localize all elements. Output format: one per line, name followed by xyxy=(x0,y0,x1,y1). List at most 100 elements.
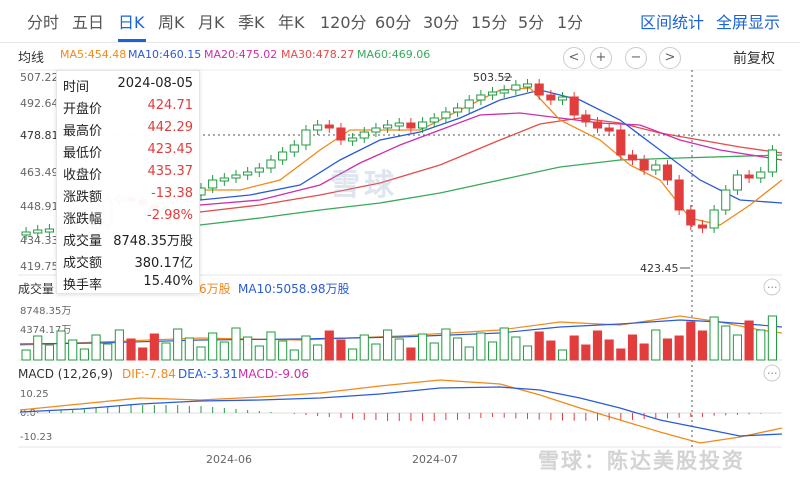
volume-bar xyxy=(208,332,218,361)
volume-bar xyxy=(546,340,556,361)
volume-bar xyxy=(68,339,78,361)
author-brand-watermark: 雪球：陈达美股投资 xyxy=(538,449,745,473)
candle-body xyxy=(756,171,766,179)
volume-bar xyxy=(231,327,241,361)
tab-5min[interactable]: 5分 xyxy=(518,13,545,32)
tooltip-row-change-pct: 涨跌幅 -2.98% xyxy=(63,208,193,227)
volume-bar xyxy=(266,331,276,361)
adjust-mode-select[interactable]: 前复权 xyxy=(733,51,775,67)
volume-bar xyxy=(464,346,474,361)
candle-body xyxy=(511,84,521,91)
candle-body xyxy=(604,127,614,132)
candle-body xyxy=(383,124,393,129)
candle-body xyxy=(744,174,754,179)
volume-bar xyxy=(744,320,754,361)
candle-body xyxy=(231,174,241,179)
volume-axis-max: 8748.35万 xyxy=(20,306,71,317)
zoom-in-button[interactable]: + xyxy=(590,47,612,69)
candle-body xyxy=(581,114,591,123)
candle-body xyxy=(324,124,334,129)
tab-monthly-k[interactable]: 月K xyxy=(198,13,225,32)
candle-body xyxy=(441,111,451,119)
ma10-line xyxy=(199,89,783,204)
volume-bar xyxy=(289,349,299,361)
tab-1min[interactable]: 1分 xyxy=(557,13,584,32)
volume-bar xyxy=(359,334,369,361)
candle-body xyxy=(21,231,31,236)
candle-body xyxy=(254,167,264,173)
volume-bar xyxy=(592,330,603,361)
volume-bar xyxy=(33,335,43,361)
zoom-out-button[interactable]: − xyxy=(625,47,647,69)
candle-body xyxy=(406,122,416,129)
ma20-value: MA20:475.02 xyxy=(204,48,278,61)
tab-15min[interactable]: 15分 xyxy=(471,13,508,32)
volume-bar xyxy=(56,330,66,361)
candle-body xyxy=(278,151,288,161)
volume-bar xyxy=(557,349,568,361)
ma5-value: MA5:454.48 xyxy=(60,48,127,61)
scroll-right-button[interactable]: > xyxy=(659,47,681,69)
macd-histogram xyxy=(37,405,773,421)
volume-bar xyxy=(674,335,684,361)
candle-body xyxy=(243,171,253,176)
candle-body xyxy=(348,137,358,142)
volume-bar xyxy=(604,339,614,361)
tab-120min[interactable]: 120分 xyxy=(320,13,367,32)
candle-body xyxy=(44,228,54,233)
volume-bar xyxy=(324,330,334,361)
candle-body xyxy=(33,229,43,234)
volume-bars xyxy=(21,315,778,361)
volume-label: 成交量 xyxy=(18,281,54,296)
candle-body xyxy=(452,107,463,113)
volume-bar xyxy=(103,343,113,361)
volume-bar xyxy=(383,329,393,361)
candle-body xyxy=(336,127,346,141)
volume-bar xyxy=(336,339,346,361)
tab-fenshi[interactable]: 分时 xyxy=(27,13,60,32)
macd-axis-min: -10.23 xyxy=(20,432,52,443)
macd-axis-max: 10.25 xyxy=(20,389,49,400)
candle-body xyxy=(569,96,579,116)
candle-body xyxy=(686,209,696,226)
ma30-line xyxy=(199,117,783,213)
candle-body xyxy=(709,209,719,229)
price-axis-448: 448.91 xyxy=(20,200,59,213)
tab-5day[interactable]: 五日 xyxy=(72,13,105,32)
ma20-line xyxy=(199,112,783,206)
candle-body xyxy=(359,131,369,139)
macd-dea: DEA:-3.31 xyxy=(178,367,238,381)
tab-yearly-k[interactable]: 年K xyxy=(278,13,305,32)
macd-dif-line xyxy=(19,379,783,444)
volume-bar xyxy=(581,344,591,361)
scroll-left-button[interactable]: < xyxy=(563,47,585,69)
candle-body xyxy=(289,144,299,153)
price-axis-419: 419.75 xyxy=(20,260,59,273)
volume-bar xyxy=(487,341,498,361)
tooltip-row-time: 时间 2024-08-05 xyxy=(63,76,193,95)
volume-bar xyxy=(138,347,148,361)
volume-bar xyxy=(662,338,673,361)
tab-60min[interactable]: 60分 xyxy=(375,13,412,32)
active-tab-indicator xyxy=(118,39,146,42)
volume-bar xyxy=(534,331,544,361)
tooltip-row-turnover: 换手率 15.40% xyxy=(63,274,193,293)
candle-body xyxy=(208,179,218,189)
ma-legend: 均线 MA5:454.48 MA10:460.15 MA20:475.02 MA… xyxy=(0,48,800,68)
volume-bar xyxy=(243,336,253,361)
candle-body xyxy=(394,122,404,127)
volume-bar xyxy=(371,343,381,361)
volume-bar xyxy=(406,347,416,361)
volume-ma10-line xyxy=(19,319,783,345)
range-stats-button[interactable]: 区间统计 xyxy=(640,13,705,32)
tab-quarterly-k[interactable]: 季K xyxy=(238,13,265,32)
ma60-value: MA60:469.06 xyxy=(357,48,431,61)
fullscreen-button[interactable]: 全屏显示 xyxy=(716,13,781,32)
volume-bar xyxy=(348,348,358,361)
tab-weekly-k[interactable]: 周K xyxy=(158,13,185,32)
tab-30min[interactable]: 30分 xyxy=(423,13,460,32)
volume-ma5-value: 6万股 xyxy=(199,282,231,296)
hover-price-tag: 478.81 xyxy=(20,129,59,142)
tab-daily-k[interactable]: 日K xyxy=(118,13,145,32)
volume-bar xyxy=(149,333,159,361)
